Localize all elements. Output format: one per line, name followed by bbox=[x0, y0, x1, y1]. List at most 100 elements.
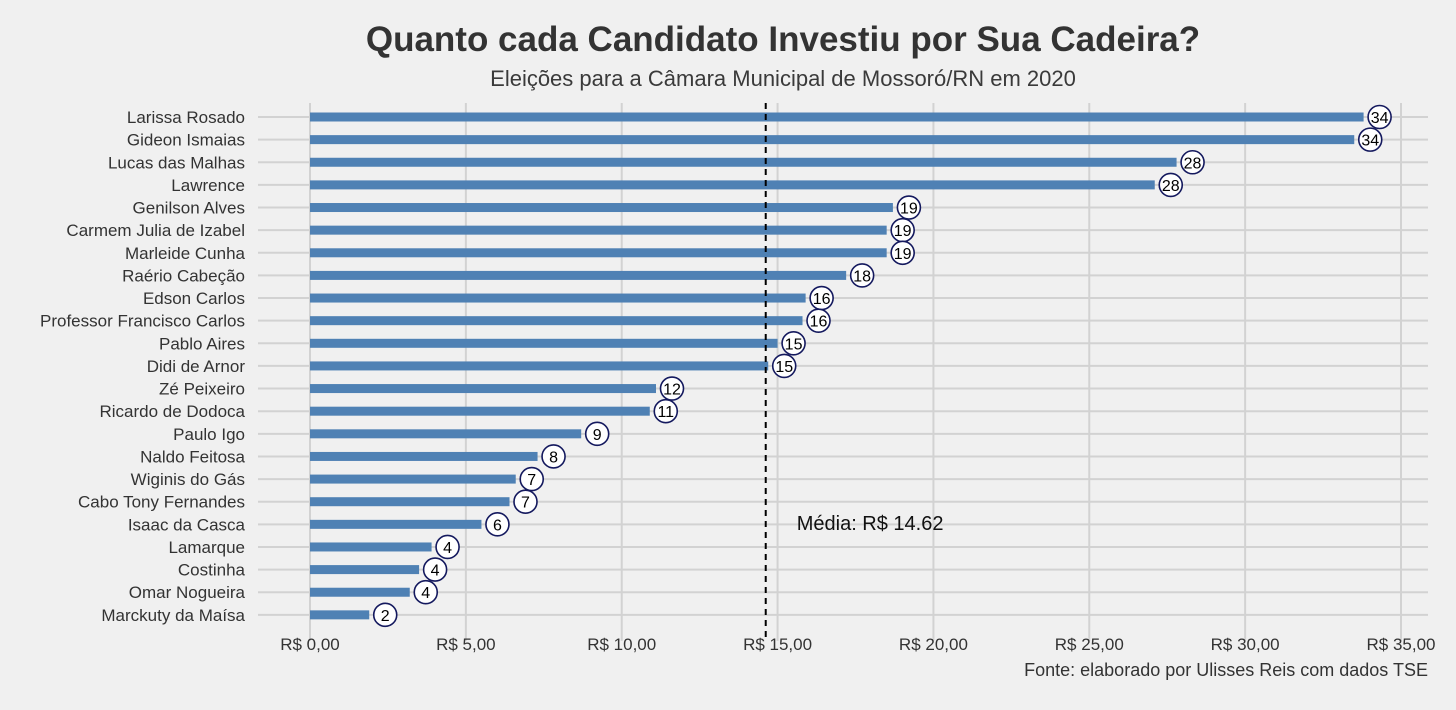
category-label: Costinha bbox=[178, 561, 246, 580]
bar bbox=[310, 248, 887, 258]
category-label: Marleide Cunha bbox=[125, 244, 246, 263]
data-label: 7 bbox=[521, 495, 530, 512]
axis-labels: Larissa Rosado Gideon Ismaias Lucas das Ma… bbox=[40, 108, 1436, 654]
bar bbox=[310, 203, 893, 213]
bars bbox=[310, 112, 1364, 620]
data-label-badge bbox=[1158, 172, 1184, 198]
bar bbox=[310, 429, 582, 439]
category-label: Genilson Alves bbox=[133, 199, 245, 218]
data-label-badge bbox=[519, 466, 545, 492]
chart-title: Quanto cada Candidato Investiu por Sua C… bbox=[365, 20, 1201, 59]
data-label-badge bbox=[435, 534, 460, 560]
bar bbox=[310, 338, 778, 348]
data-label: 4 bbox=[421, 585, 430, 602]
bar bbox=[310, 112, 1364, 122]
data-label: 34 bbox=[1371, 110, 1389, 127]
bar bbox=[310, 474, 516, 484]
category-label: Professor Francisco Carlos bbox=[40, 312, 245, 331]
x-tick-label: R$ 35,00 bbox=[1367, 635, 1436, 654]
data-label-badge bbox=[806, 308, 831, 333]
data-label: 9 bbox=[593, 427, 602, 444]
category-label: Marckuty da Maísa bbox=[101, 606, 245, 625]
data-label: 4 bbox=[443, 540, 452, 557]
category-label: Wiginis do Gás bbox=[131, 470, 245, 489]
data-label-badge bbox=[1180, 149, 1205, 175]
x-tick-label: R$ 30,00 bbox=[1211, 635, 1280, 654]
category-label: Carmem Julia de Izabel bbox=[66, 221, 245, 240]
data-label-badge bbox=[771, 353, 797, 379]
data-label-badge bbox=[422, 557, 448, 582]
data-label-badge bbox=[1367, 104, 1392, 130]
chart-subtitle: Eleições para a Câmara Municipal de Moss… bbox=[490, 66, 1076, 91]
bar bbox=[310, 497, 510, 507]
mean-annotation: Média: R$ 14.62 bbox=[764, 103, 944, 641]
data-label-badge bbox=[413, 579, 439, 605]
data-label: 19 bbox=[894, 246, 912, 263]
bar bbox=[310, 293, 806, 303]
data-label: 16 bbox=[810, 314, 828, 331]
data-label-badge bbox=[890, 240, 915, 266]
data-label-badge bbox=[372, 602, 398, 628]
data-label-badge bbox=[659, 376, 685, 401]
category-label: Paulo Igo bbox=[173, 425, 245, 444]
bar bbox=[310, 270, 847, 280]
data-label-badge bbox=[653, 398, 679, 424]
bar bbox=[310, 610, 370, 620]
x-tick-label: R$ 25,00 bbox=[1055, 635, 1124, 654]
category-label: Didi de Arnor bbox=[147, 357, 246, 376]
bar bbox=[310, 451, 538, 461]
category-label: Omar Nogueira bbox=[129, 583, 246, 602]
x-tick-label: R$ 10,00 bbox=[587, 635, 656, 654]
bar bbox=[310, 384, 657, 394]
bar bbox=[310, 542, 432, 552]
data-label: 11 bbox=[657, 404, 674, 421]
category-label: Lucas das Malhas bbox=[108, 153, 245, 172]
category-label: Ricardo de Dodoca bbox=[99, 402, 245, 421]
bar bbox=[310, 225, 887, 235]
category-label: Larissa Rosado bbox=[127, 108, 245, 127]
data-label: 28 bbox=[1184, 155, 1202, 172]
data-label: 12 bbox=[663, 382, 681, 399]
bar bbox=[310, 519, 482, 529]
bar bbox=[310, 180, 1155, 190]
category-label: Cabo Tony Fernandes bbox=[78, 493, 245, 512]
mean-label: Média: R$ 14.62 bbox=[797, 513, 944, 535]
data-label: 4 bbox=[431, 563, 440, 580]
bar bbox=[310, 316, 803, 326]
bar bbox=[310, 565, 420, 575]
data-label: 34 bbox=[1361, 133, 1379, 150]
data-label-badge bbox=[541, 444, 566, 469]
bar bbox=[310, 157, 1177, 167]
data-label-badge bbox=[849, 263, 875, 288]
data-label: 28 bbox=[1162, 178, 1180, 195]
data-label-badge bbox=[513, 489, 538, 515]
data-label-badge bbox=[896, 195, 922, 220]
data-label: 19 bbox=[900, 201, 918, 218]
bar bbox=[310, 587, 410, 597]
category-label: Isaac da Casca bbox=[128, 515, 246, 534]
bar bbox=[310, 406, 650, 416]
data-label: 7 bbox=[527, 472, 536, 489]
x-tick-label: R$ 0,00 bbox=[280, 635, 340, 654]
data-label: 18 bbox=[853, 268, 871, 285]
category-label: Raério Cabeção bbox=[122, 266, 245, 285]
data-label: 6 bbox=[493, 517, 502, 534]
data-label: 2 bbox=[381, 608, 390, 625]
category-label: Lawrence bbox=[171, 176, 245, 195]
data-label: 16 bbox=[813, 291, 831, 308]
x-tick-label: R$ 20,00 bbox=[899, 635, 968, 654]
category-label: Lamarque bbox=[168, 538, 245, 557]
chart-caption: Fonte: elaborado por Ulisses Reis com da… bbox=[1024, 660, 1428, 680]
category-label: Pablo Aires bbox=[159, 334, 245, 353]
data-label: 15 bbox=[785, 336, 803, 353]
data-label-badge bbox=[584, 421, 610, 447]
category-label: Zé Peixeiro bbox=[159, 380, 245, 399]
bar bbox=[310, 135, 1355, 145]
category-label: Gideon Ismaias bbox=[127, 131, 245, 150]
data-label: 15 bbox=[775, 359, 793, 376]
category-label: Edson Carlos bbox=[143, 289, 245, 308]
category-label: Naldo Feitosa bbox=[140, 447, 245, 466]
data-label-badge bbox=[781, 330, 806, 356]
